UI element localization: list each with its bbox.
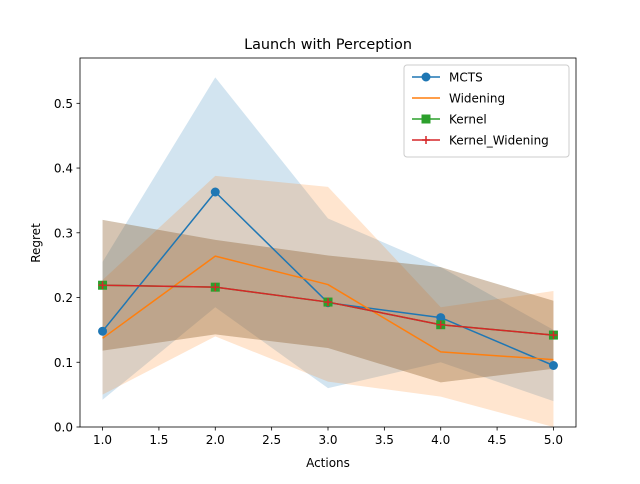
- point-kernel-widening-4: [436, 320, 445, 329]
- legend-box: [403, 64, 570, 158]
- legend-label-mcts: MCTS: [449, 71, 483, 85]
- x-tick-label: 1.0: [93, 433, 112, 447]
- point-kernel-widening-5: [549, 331, 558, 340]
- point-mcts-5: [548, 361, 558, 370]
- point-kernel-widening-3: [324, 298, 332, 307]
- legend-marker-kernel-widening: [422, 136, 430, 144]
- y-tick-label: 0.5: [54, 97, 73, 111]
- x-tick-label: 4.0: [431, 433, 450, 447]
- line-widening: [102, 255, 554, 361]
- legend-marker-mcts: [421, 72, 431, 82]
- point-mcts-1: [98, 326, 108, 336]
- x-tick-label: 3.0: [318, 433, 337, 447]
- point-kernel-widening-1: [98, 281, 107, 290]
- x-tick-label: 1.5: [149, 433, 168, 447]
- x-tick-label: 5.0: [544, 433, 563, 447]
- y-axis-label: Regret: [29, 223, 43, 263]
- x-axis-ticks: 1.0 1.5 2.0 2.5 3.0 3.5 4.0 4.5 5.0: [93, 427, 563, 447]
- x-tick-label: 4.5: [488, 433, 507, 447]
- legend-marker-kernel: [421, 114, 431, 124]
- chart-title: Launch with Perception: [244, 37, 412, 53]
- legend-label-widening: Widening: [449, 92, 505, 106]
- y-axis-ticks: 0.0 0.1 0.2 0.3 0.4 0.5: [54, 97, 80, 435]
- point-kernel-widening-2: [211, 283, 220, 292]
- x-tick-label: 2.5: [262, 433, 281, 447]
- y-tick-label: 0.4: [54, 162, 73, 176]
- legend-label-kernel: Kernel: [449, 113, 487, 127]
- y-tick-label: 0.2: [54, 291, 73, 305]
- x-tick-label: 3.5: [375, 433, 394, 447]
- point-mcts-2: [210, 187, 220, 197]
- y-tick-label: 0.3: [54, 226, 73, 240]
- y-tick-label: 0.0: [54, 421, 73, 435]
- series-markers: [98, 187, 558, 370]
- y-tick-label: 0.1: [54, 356, 73, 370]
- x-tick-label: 2.0: [206, 433, 225, 447]
- legend: MCTS Widening Kernel Kernel_Widening: [403, 64, 570, 158]
- x-axis-label: Actions: [306, 456, 350, 470]
- legend-label-kernel-widening: Kernel_Widening: [449, 134, 549, 148]
